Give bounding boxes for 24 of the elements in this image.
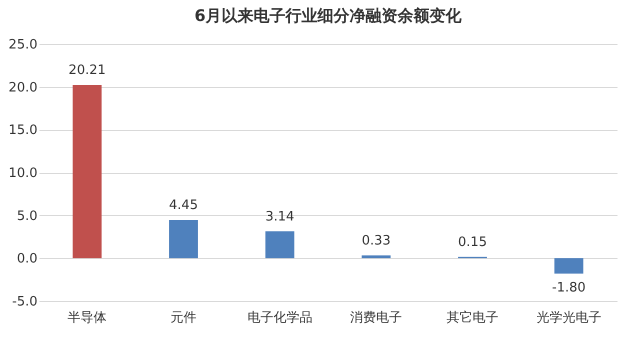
data-label: -1.80 bbox=[552, 280, 586, 296]
bar bbox=[169, 220, 198, 258]
x-tick-label: 电子化学品 bbox=[247, 310, 312, 326]
data-label: 0.33 bbox=[362, 233, 391, 248]
y-tick-label: 15.0 bbox=[8, 123, 38, 138]
chart-title: 6月以来电子行业细分净融资余额变化 bbox=[194, 6, 463, 25]
y-tick-label: -5.0 bbox=[12, 294, 38, 310]
data-label: 3.14 bbox=[265, 209, 294, 224]
x-tick-label: 半导体 bbox=[68, 310, 107, 326]
x-tick-label: 其它电子 bbox=[446, 310, 498, 326]
data-label: 4.45 bbox=[169, 198, 198, 214]
bar bbox=[72, 85, 102, 258]
y-tick-label: 25.0 bbox=[8, 38, 38, 52]
y-tick-label: 20.0 bbox=[8, 80, 38, 96]
x-tick-label: 元件 bbox=[170, 310, 196, 326]
bar bbox=[554, 258, 584, 274]
y-tick-label: 0.0 bbox=[16, 252, 38, 267]
y-tick-label: 5.0 bbox=[16, 208, 38, 224]
x-tick-label: 消费电子 bbox=[350, 310, 402, 326]
y-tick-label: 10.0 bbox=[8, 166, 38, 181]
data-label: 20.21 bbox=[68, 63, 106, 78]
data-label: 0.15 bbox=[458, 234, 487, 250]
bar bbox=[265, 231, 294, 258]
x-tick-label: 光学光电子 bbox=[536, 310, 602, 326]
